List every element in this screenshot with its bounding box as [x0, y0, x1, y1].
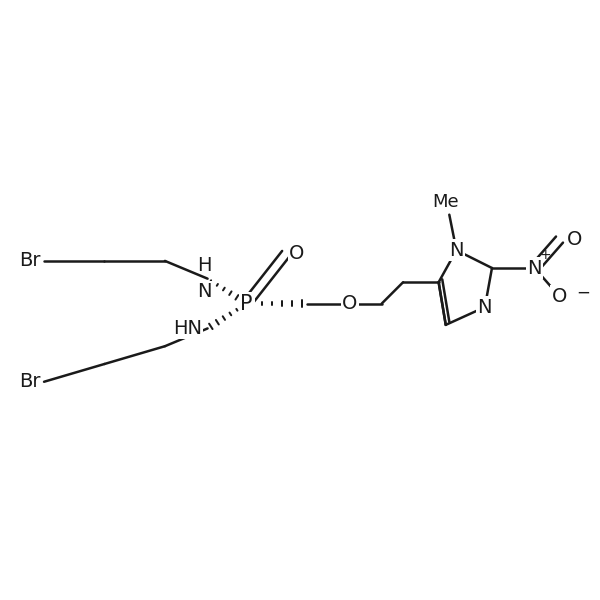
Text: Me: Me — [433, 193, 459, 211]
Text: N: N — [478, 298, 492, 317]
Text: −: − — [576, 284, 590, 302]
Text: O: O — [566, 230, 582, 249]
Text: N: N — [197, 282, 211, 301]
Text: H: H — [197, 256, 211, 275]
Text: O: O — [552, 287, 567, 306]
Text: O: O — [342, 294, 358, 313]
Text: N: N — [449, 241, 464, 260]
Text: HN: HN — [173, 319, 202, 338]
Text: Br: Br — [19, 372, 40, 391]
Text: N: N — [527, 259, 542, 278]
Text: +: + — [539, 248, 551, 262]
Text: P: P — [241, 293, 253, 314]
Text: O: O — [289, 244, 305, 263]
Text: Br: Br — [19, 251, 40, 271]
